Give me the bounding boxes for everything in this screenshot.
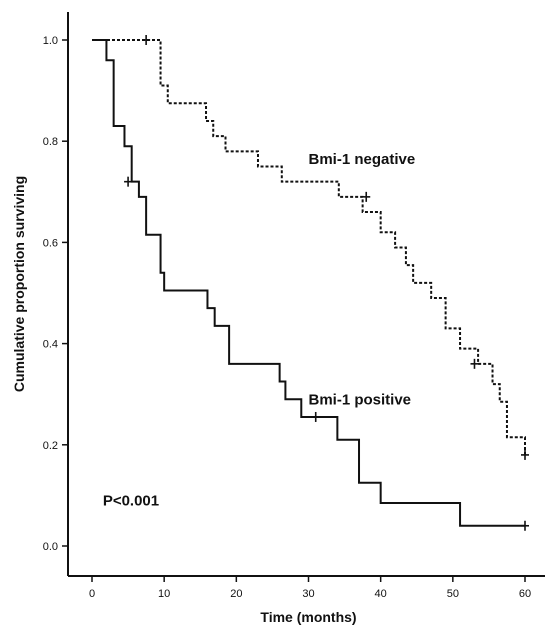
censor-mark [311,411,320,422]
series-bmi-1-positive-line [92,39,525,527]
censor-mark [521,449,529,460]
plot-area: 0.0 0.2 0.4 0.6 0.8 1.0 0 10 20 30 40 50 60 Bmi-1 n… [43,12,545,600]
x-axis-title: Time (months) [260,609,356,625]
x-tick-label: 30 [302,588,314,600]
x-tick-label: 60 [519,588,531,600]
x-tick-label: 10 [158,588,170,600]
censor-mark [470,358,479,369]
series-bmi-1-negative-line [92,39,526,455]
censor-mark [142,35,151,45]
y-tick-label: 0.2 [43,440,58,452]
x-tick-label: 40 [375,588,387,600]
y-tick-label: 0.8 [43,136,58,148]
y-tick-label: 0.6 [43,237,58,249]
annotation-label: Bmi-1 negative [309,151,416,168]
x-tick-label: 0 [89,588,95,600]
censor-mark [362,191,371,202]
annotation-label: P<0.001 [103,493,159,510]
y-tick-label: 0.0 [43,541,58,553]
censor-mark [124,176,133,187]
y-axis-ticks: 0.0 0.2 0.4 0.6 0.8 1.0 [43,35,68,553]
annotation-layer: Bmi-1 negative Bmi-1 positive P<0.001 [103,151,415,510]
x-tick-label: 50 [447,588,459,600]
y-tick-label: 0.4 [43,339,58,351]
series-layer [92,35,529,531]
x-axis-ticks: 0 10 20 30 40 50 60 [89,576,531,600]
censor-mark [521,520,529,531]
y-tick-label: 1.0 [43,35,58,47]
annotation-label: Bmi-1 positive [309,391,412,408]
y-axis-title: Cumulative proportion surviving [11,176,27,392]
x-tick-label: 20 [230,588,242,600]
